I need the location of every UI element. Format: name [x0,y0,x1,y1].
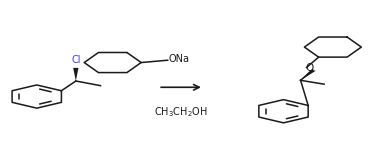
Polygon shape [301,70,316,80]
Text: CH$_3$CH$_2$OH: CH$_3$CH$_2$OH [154,105,208,119]
Text: ONa: ONa [169,54,190,64]
Text: Cl: Cl [71,55,81,65]
Polygon shape [73,68,78,81]
Text: O: O [306,63,314,73]
